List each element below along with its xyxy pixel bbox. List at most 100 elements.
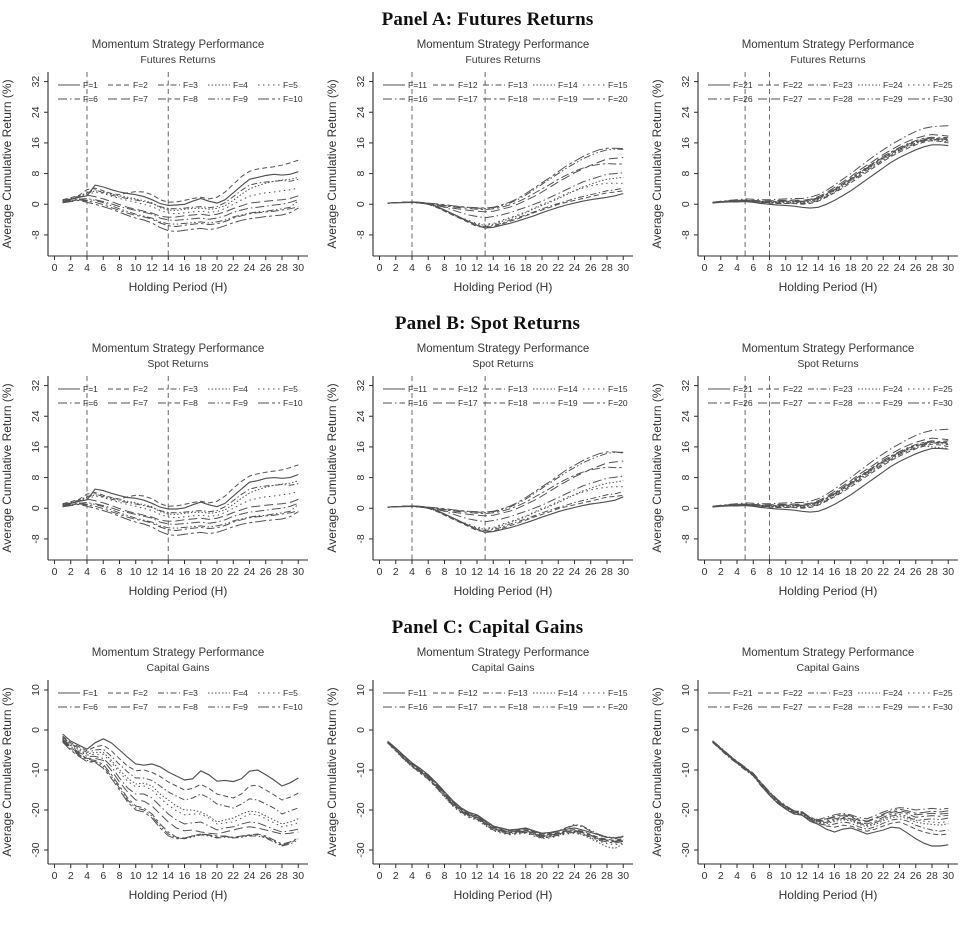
series-line xyxy=(387,451,624,514)
legend-label: F=2 xyxy=(133,384,148,394)
legend-label: F=16 xyxy=(408,702,428,712)
chart-subtitle: Capital Gains xyxy=(471,662,534,674)
series-line xyxy=(712,741,949,836)
series-line xyxy=(62,740,299,845)
series-line xyxy=(712,740,949,847)
series-group xyxy=(62,464,299,537)
x-tick-label: 2 xyxy=(718,566,724,578)
y-tick-label: -20 xyxy=(680,802,692,817)
x-tick-label: 26 xyxy=(260,262,272,274)
x-tick-label: 6 xyxy=(100,262,106,274)
legend-label: F=7 xyxy=(133,94,148,104)
x-tick-label: 10 xyxy=(455,870,467,882)
x-tick-label: 4 xyxy=(734,870,740,882)
y-tick-label: 8 xyxy=(355,171,367,177)
x-tick-label: 12 xyxy=(146,870,158,882)
series-group xyxy=(62,159,299,233)
legend-label: F=1 xyxy=(83,80,98,90)
panel-a-row: Momentum Strategy Performance Futures Ret… xyxy=(0,32,975,304)
x-tick-label: 28 xyxy=(276,870,288,882)
series-line xyxy=(62,178,299,210)
y-tick-label: 0 xyxy=(680,201,692,207)
x-tick-label: 8 xyxy=(767,262,773,274)
series-group xyxy=(712,740,949,847)
x-tick-label: 18 xyxy=(195,262,207,274)
legend-label: F=15 xyxy=(608,384,628,394)
y-tick-label: -10 xyxy=(680,762,692,777)
chart-svg: Momentum Strategy Performance Capital Gai… xyxy=(325,647,633,902)
x-axis-title: Holding Period (H) xyxy=(129,888,228,902)
panel-b: Panel B: Spot Returns Momentum Strategy … xyxy=(0,313,975,608)
x-tick-label: 18 xyxy=(845,262,857,274)
chart-subtitle: Futures Returns xyxy=(465,54,540,66)
legend-label: F=10 xyxy=(283,702,303,712)
series-line xyxy=(62,736,299,815)
legend-label: F=23 xyxy=(833,80,853,90)
panel-a: Panel A: Futures Returns Momentum Strate… xyxy=(0,9,975,304)
series-line xyxy=(62,198,299,221)
y-tick-label: -10 xyxy=(355,762,367,777)
legend-label: F=5 xyxy=(283,384,298,394)
y-tick-label: 32 xyxy=(680,380,692,392)
chart-svg: Momentum Strategy Performance Spot Return… xyxy=(0,343,308,598)
x-tick-label: 24 xyxy=(569,566,581,578)
y-tick-label: -8 xyxy=(30,534,42,543)
legend-label: F=23 xyxy=(833,384,853,394)
legend-label: F=13 xyxy=(508,80,528,90)
chart-spot-f21-30: Momentum Strategy Performance Spot Return… xyxy=(650,336,975,608)
legend-label: F=1 xyxy=(83,384,98,394)
series-line xyxy=(712,740,949,821)
x-tick-label: 14 xyxy=(812,566,824,578)
legend-label: F=22 xyxy=(783,80,803,90)
x-tick-label: 16 xyxy=(179,262,191,274)
legend: F=1 F=2 F=3 F=4 F=5 F=6 F=7 F=8 F=9 F=10 xyxy=(58,688,303,712)
series-line xyxy=(62,503,299,532)
legend-label: F=26 xyxy=(733,398,753,408)
x-tick-label: 28 xyxy=(601,262,613,274)
legend-label: F=12 xyxy=(458,80,478,90)
x-tick-label: 16 xyxy=(504,262,516,274)
x-tick-label: 4 xyxy=(84,870,90,882)
x-axis-title: Holding Period (H) xyxy=(129,280,228,294)
series-line xyxy=(62,483,299,514)
chart-svg: Momentum Strategy Performance Spot Return… xyxy=(650,343,958,598)
y-axis-title: Average Cumulative Return (%) xyxy=(650,383,664,552)
series-line xyxy=(62,738,299,828)
x-axis-title: Holding Period (H) xyxy=(454,888,553,902)
y-tick-label: 24 xyxy=(355,410,367,422)
x-tick-label: 4 xyxy=(734,262,740,274)
chart-title: Momentum Strategy Performance xyxy=(92,343,265,355)
chart-futures-f11-20: Momentum Strategy Performance Futures Ret… xyxy=(325,32,650,304)
y-tick-label: 8 xyxy=(30,475,42,481)
legend-label: F=6 xyxy=(83,398,98,408)
y-tick-label: 32 xyxy=(680,76,692,88)
series-line xyxy=(712,140,949,205)
x-tick-label: 22 xyxy=(227,262,239,274)
x-tick-label: 16 xyxy=(829,262,841,274)
series-line xyxy=(62,187,299,215)
x-tick-label: 14 xyxy=(487,262,499,274)
x-tick-label: 10 xyxy=(130,870,142,882)
x-tick-label: 30 xyxy=(617,870,629,882)
legend-label: F=24 xyxy=(883,384,903,394)
legend-label: F=29 xyxy=(883,398,903,408)
x-tick-label: 12 xyxy=(146,262,158,274)
y-tick-label: 0 xyxy=(355,201,367,207)
legend-label: F=26 xyxy=(733,94,753,104)
legend-label: F=11 xyxy=(408,384,427,394)
x-tick-label: 8 xyxy=(117,566,123,578)
series-line xyxy=(62,199,299,233)
series-line xyxy=(712,740,949,823)
x-tick-label: 4 xyxy=(84,262,90,274)
y-tick-label: -8 xyxy=(355,534,367,543)
series-line xyxy=(387,741,624,841)
chart-svg: Momentum Strategy Performance Capital Gai… xyxy=(650,647,958,902)
x-tick-label: 12 xyxy=(471,870,483,882)
x-tick-label: 24 xyxy=(894,870,906,882)
x-tick-label: 30 xyxy=(292,870,304,882)
series-line xyxy=(62,503,299,537)
x-tick-label: 2 xyxy=(718,870,724,882)
x-tick-label: 0 xyxy=(52,566,58,578)
series-line xyxy=(712,441,949,507)
